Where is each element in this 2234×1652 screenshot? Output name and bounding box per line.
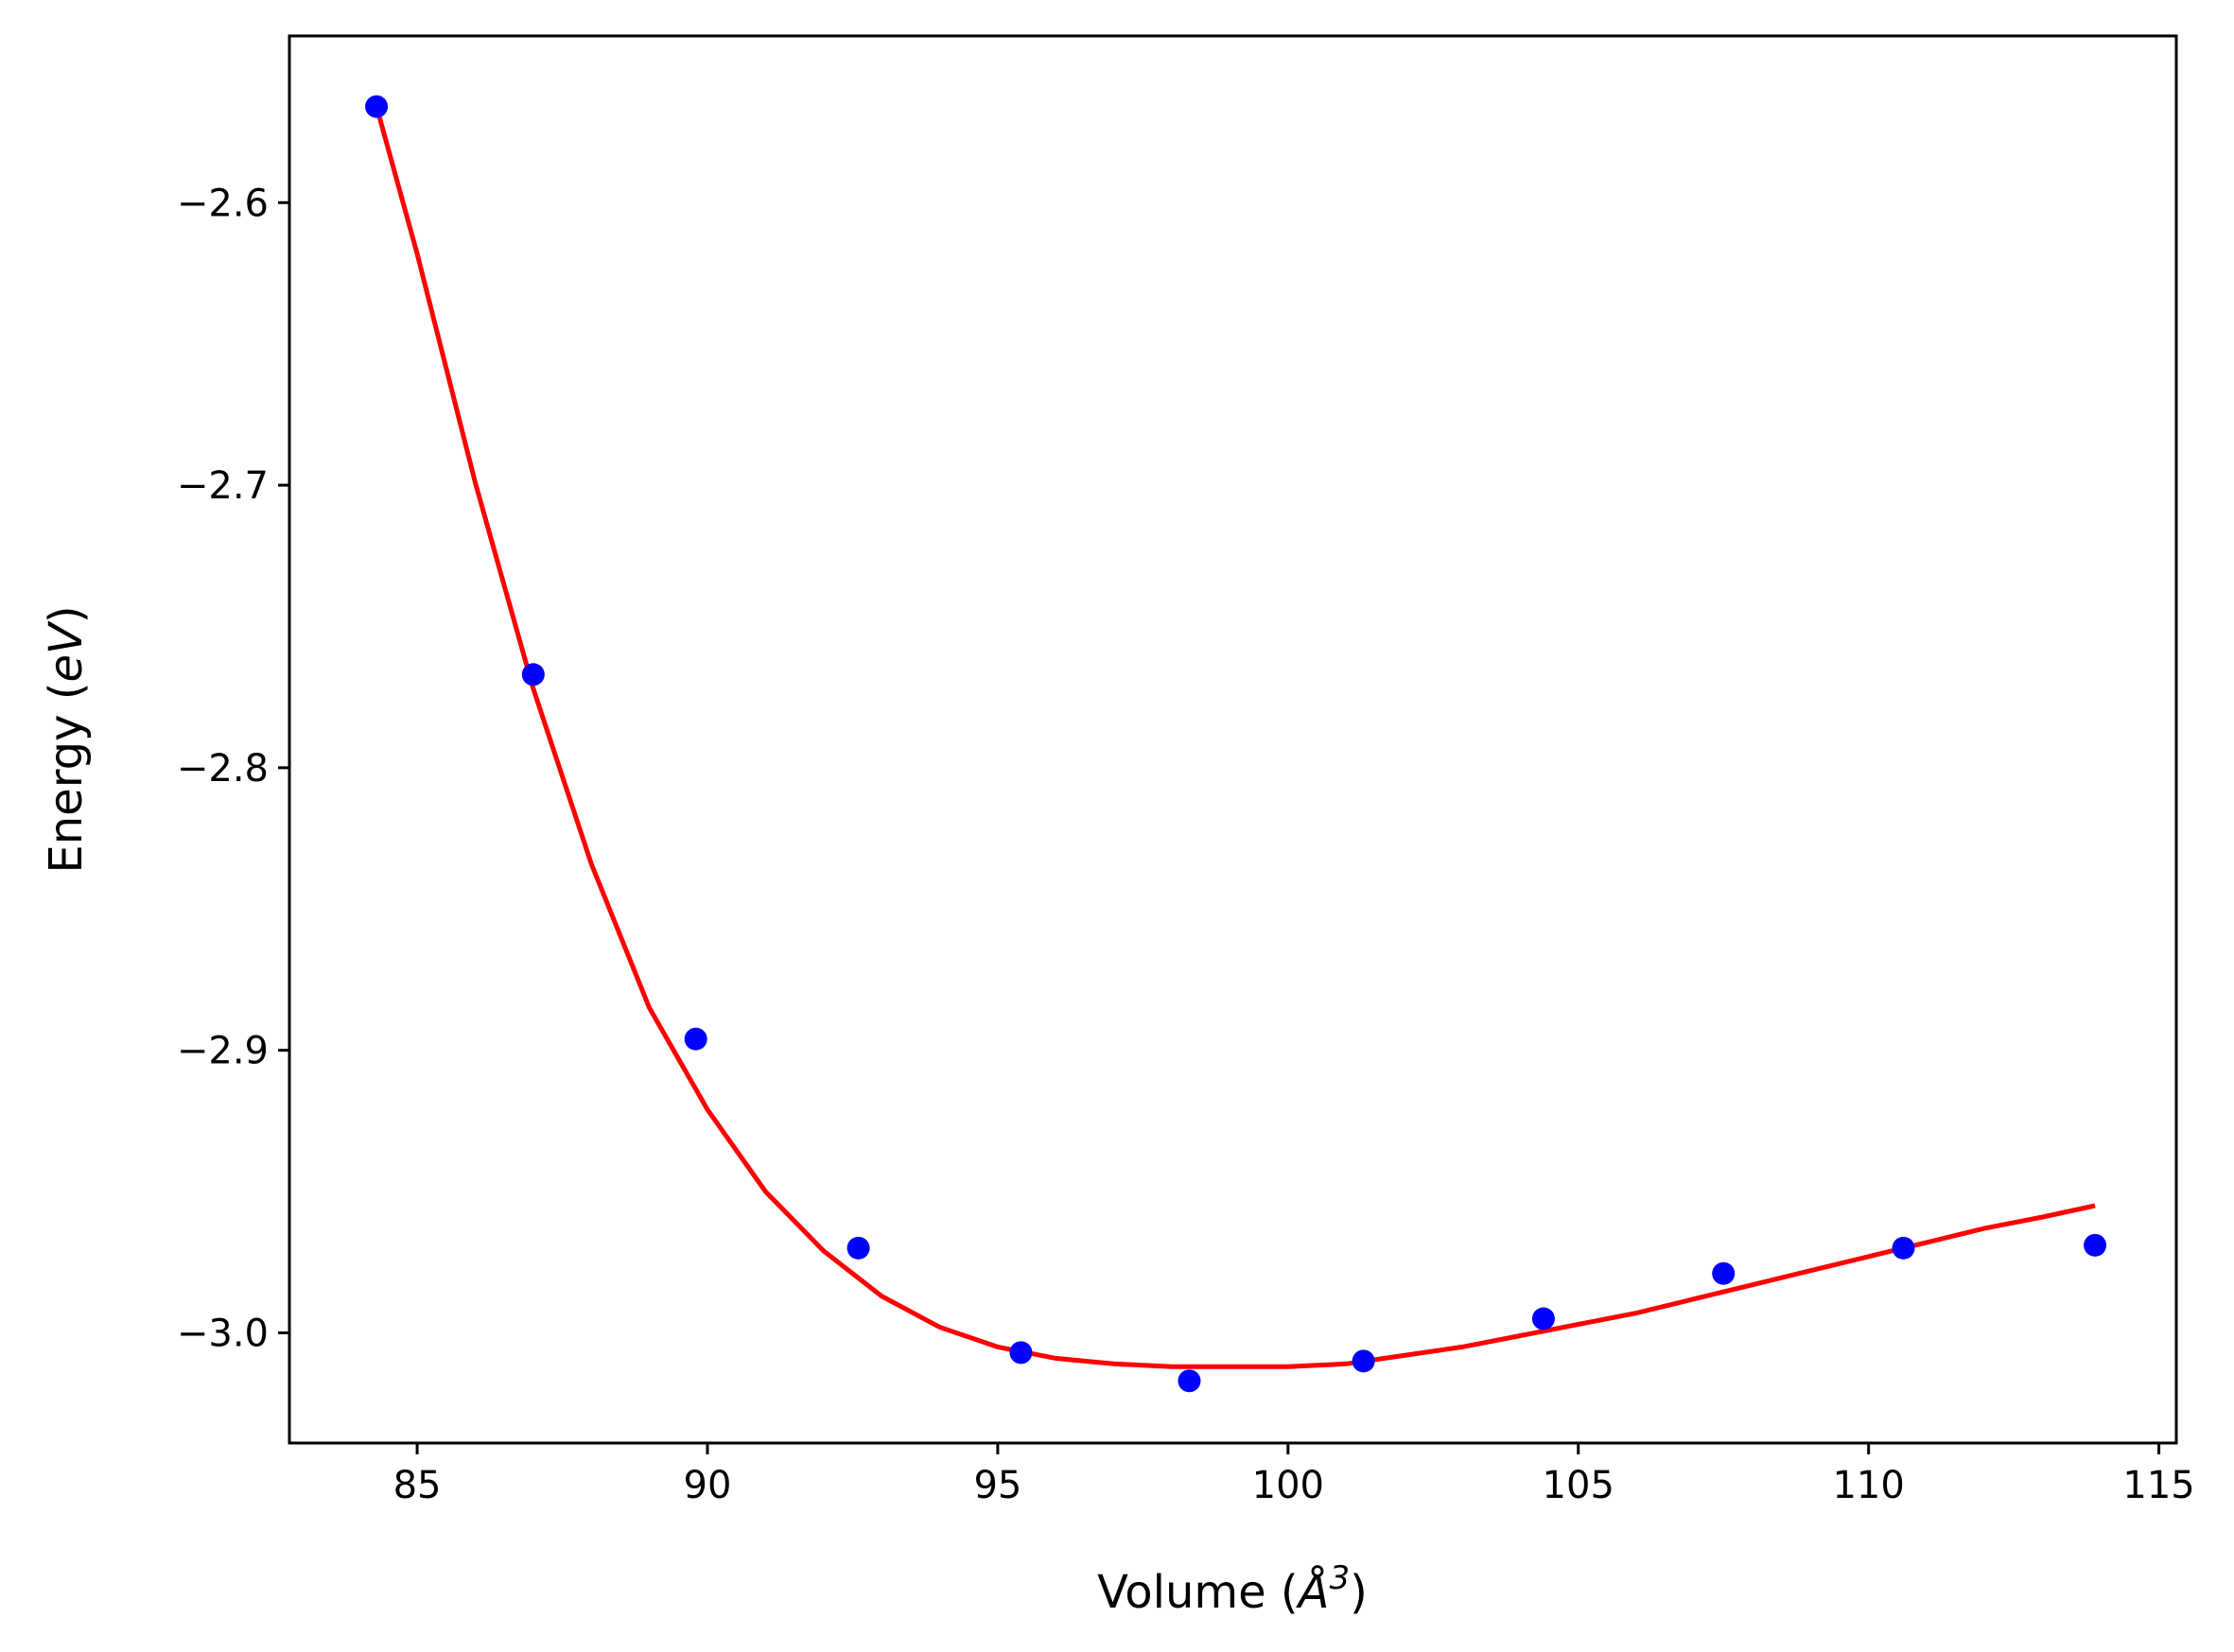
data-point (1712, 1261, 1736, 1285)
data-point (1531, 1307, 1555, 1330)
data-point (2084, 1233, 2107, 1257)
data-point (1352, 1349, 1375, 1373)
x-tick-label: 100 (1252, 1464, 1324, 1507)
x-axis-label: Volume (Å3) (1097, 1559, 1368, 1619)
data-point (846, 1236, 870, 1260)
x-tick-label: 85 (393, 1464, 442, 1507)
x-tick-label: 115 (2122, 1464, 2194, 1507)
plot-frame (288, 34, 2178, 1445)
y-tick-label: −2.7 (177, 464, 269, 508)
y-tick-label: −2.8 (177, 747, 269, 791)
data-point (521, 663, 545, 687)
y-tick-label: −2.6 (177, 182, 269, 225)
y-tick-label: −2.9 (177, 1030, 269, 1073)
data-point (684, 1027, 707, 1051)
x-axis: 85 90 95 100 105 110 115 (393, 1443, 2195, 1507)
plot-area (365, 95, 2107, 1393)
y-axis: −2.6 −2.7 −2.8 −2.9 −3.0 (177, 182, 289, 1355)
data-point (1178, 1369, 1201, 1393)
x-tick-label: 95 (973, 1464, 1021, 1507)
fit-curve (374, 106, 2096, 1369)
data-point (1009, 1341, 1033, 1365)
x-tick-label: 90 (684, 1464, 732, 1507)
data-point (1892, 1236, 1915, 1260)
x-tick-label: 105 (1543, 1464, 1614, 1507)
y-axis-label: Energy (eV) (40, 605, 93, 873)
y-tick-label: −3.0 (177, 1312, 269, 1355)
data-point (365, 95, 389, 118)
x-tick-label: 110 (1832, 1464, 1904, 1507)
